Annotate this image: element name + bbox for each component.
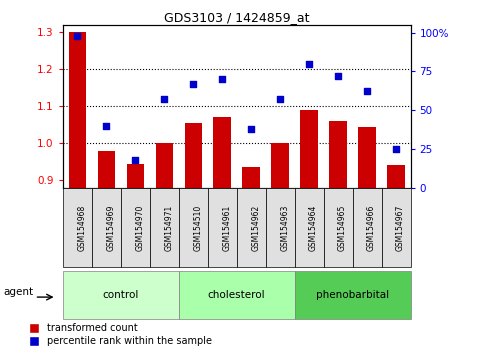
Bar [179, 188, 208, 267]
Bar [300, 110, 318, 354]
Bar [156, 143, 173, 354]
Point [189, 81, 197, 86]
Title: GDS3103 / 1424859_at: GDS3103 / 1424859_at [164, 11, 310, 24]
Point [305, 61, 313, 67]
Point [102, 123, 110, 129]
Bar [295, 271, 411, 319]
Bar [69, 32, 86, 354]
Point [218, 76, 226, 82]
Point [334, 73, 342, 79]
Text: GSM154962: GSM154962 [251, 204, 260, 251]
Bar [213, 117, 231, 354]
Text: phenobarbital: phenobarbital [316, 290, 389, 300]
Point [392, 146, 400, 152]
Bar [295, 188, 324, 267]
Bar [63, 188, 92, 267]
Bar [271, 143, 289, 354]
Text: GSM154965: GSM154965 [338, 204, 347, 251]
Text: control: control [102, 290, 139, 300]
Text: cholesterol: cholesterol [208, 290, 266, 300]
Point [73, 33, 81, 39]
Point [247, 126, 255, 132]
Text: GSM154968: GSM154968 [77, 204, 86, 251]
Point [131, 157, 139, 162]
Text: GSM154971: GSM154971 [164, 204, 173, 251]
Bar [382, 188, 411, 267]
Bar [324, 188, 353, 267]
Bar [387, 165, 405, 354]
Point [160, 96, 168, 102]
Text: GSM154963: GSM154963 [280, 204, 289, 251]
Point [363, 88, 371, 94]
Bar [63, 271, 179, 319]
Bar [242, 167, 260, 354]
Text: GSM154966: GSM154966 [367, 204, 376, 251]
Bar [266, 188, 295, 267]
Bar [237, 188, 266, 267]
Point [276, 96, 284, 102]
Text: GSM154964: GSM154964 [309, 204, 318, 251]
Bar [127, 164, 144, 354]
Text: GSM154969: GSM154969 [106, 204, 115, 251]
Bar [92, 188, 121, 267]
Bar [329, 121, 347, 354]
Bar [150, 188, 179, 267]
Legend: transformed count, percentile rank within the sample: transformed count, percentile rank withi… [29, 324, 212, 346]
Text: GSM154970: GSM154970 [135, 204, 144, 251]
Bar [353, 188, 382, 267]
Bar [98, 150, 115, 354]
Bar [121, 188, 150, 267]
Text: GSM154967: GSM154967 [396, 204, 405, 251]
Text: GSM154510: GSM154510 [193, 204, 202, 251]
Bar [179, 271, 295, 319]
Text: GSM154961: GSM154961 [222, 204, 231, 251]
Bar [208, 188, 237, 267]
Bar [185, 123, 202, 354]
Text: agent: agent [3, 287, 33, 297]
Bar [358, 127, 376, 354]
